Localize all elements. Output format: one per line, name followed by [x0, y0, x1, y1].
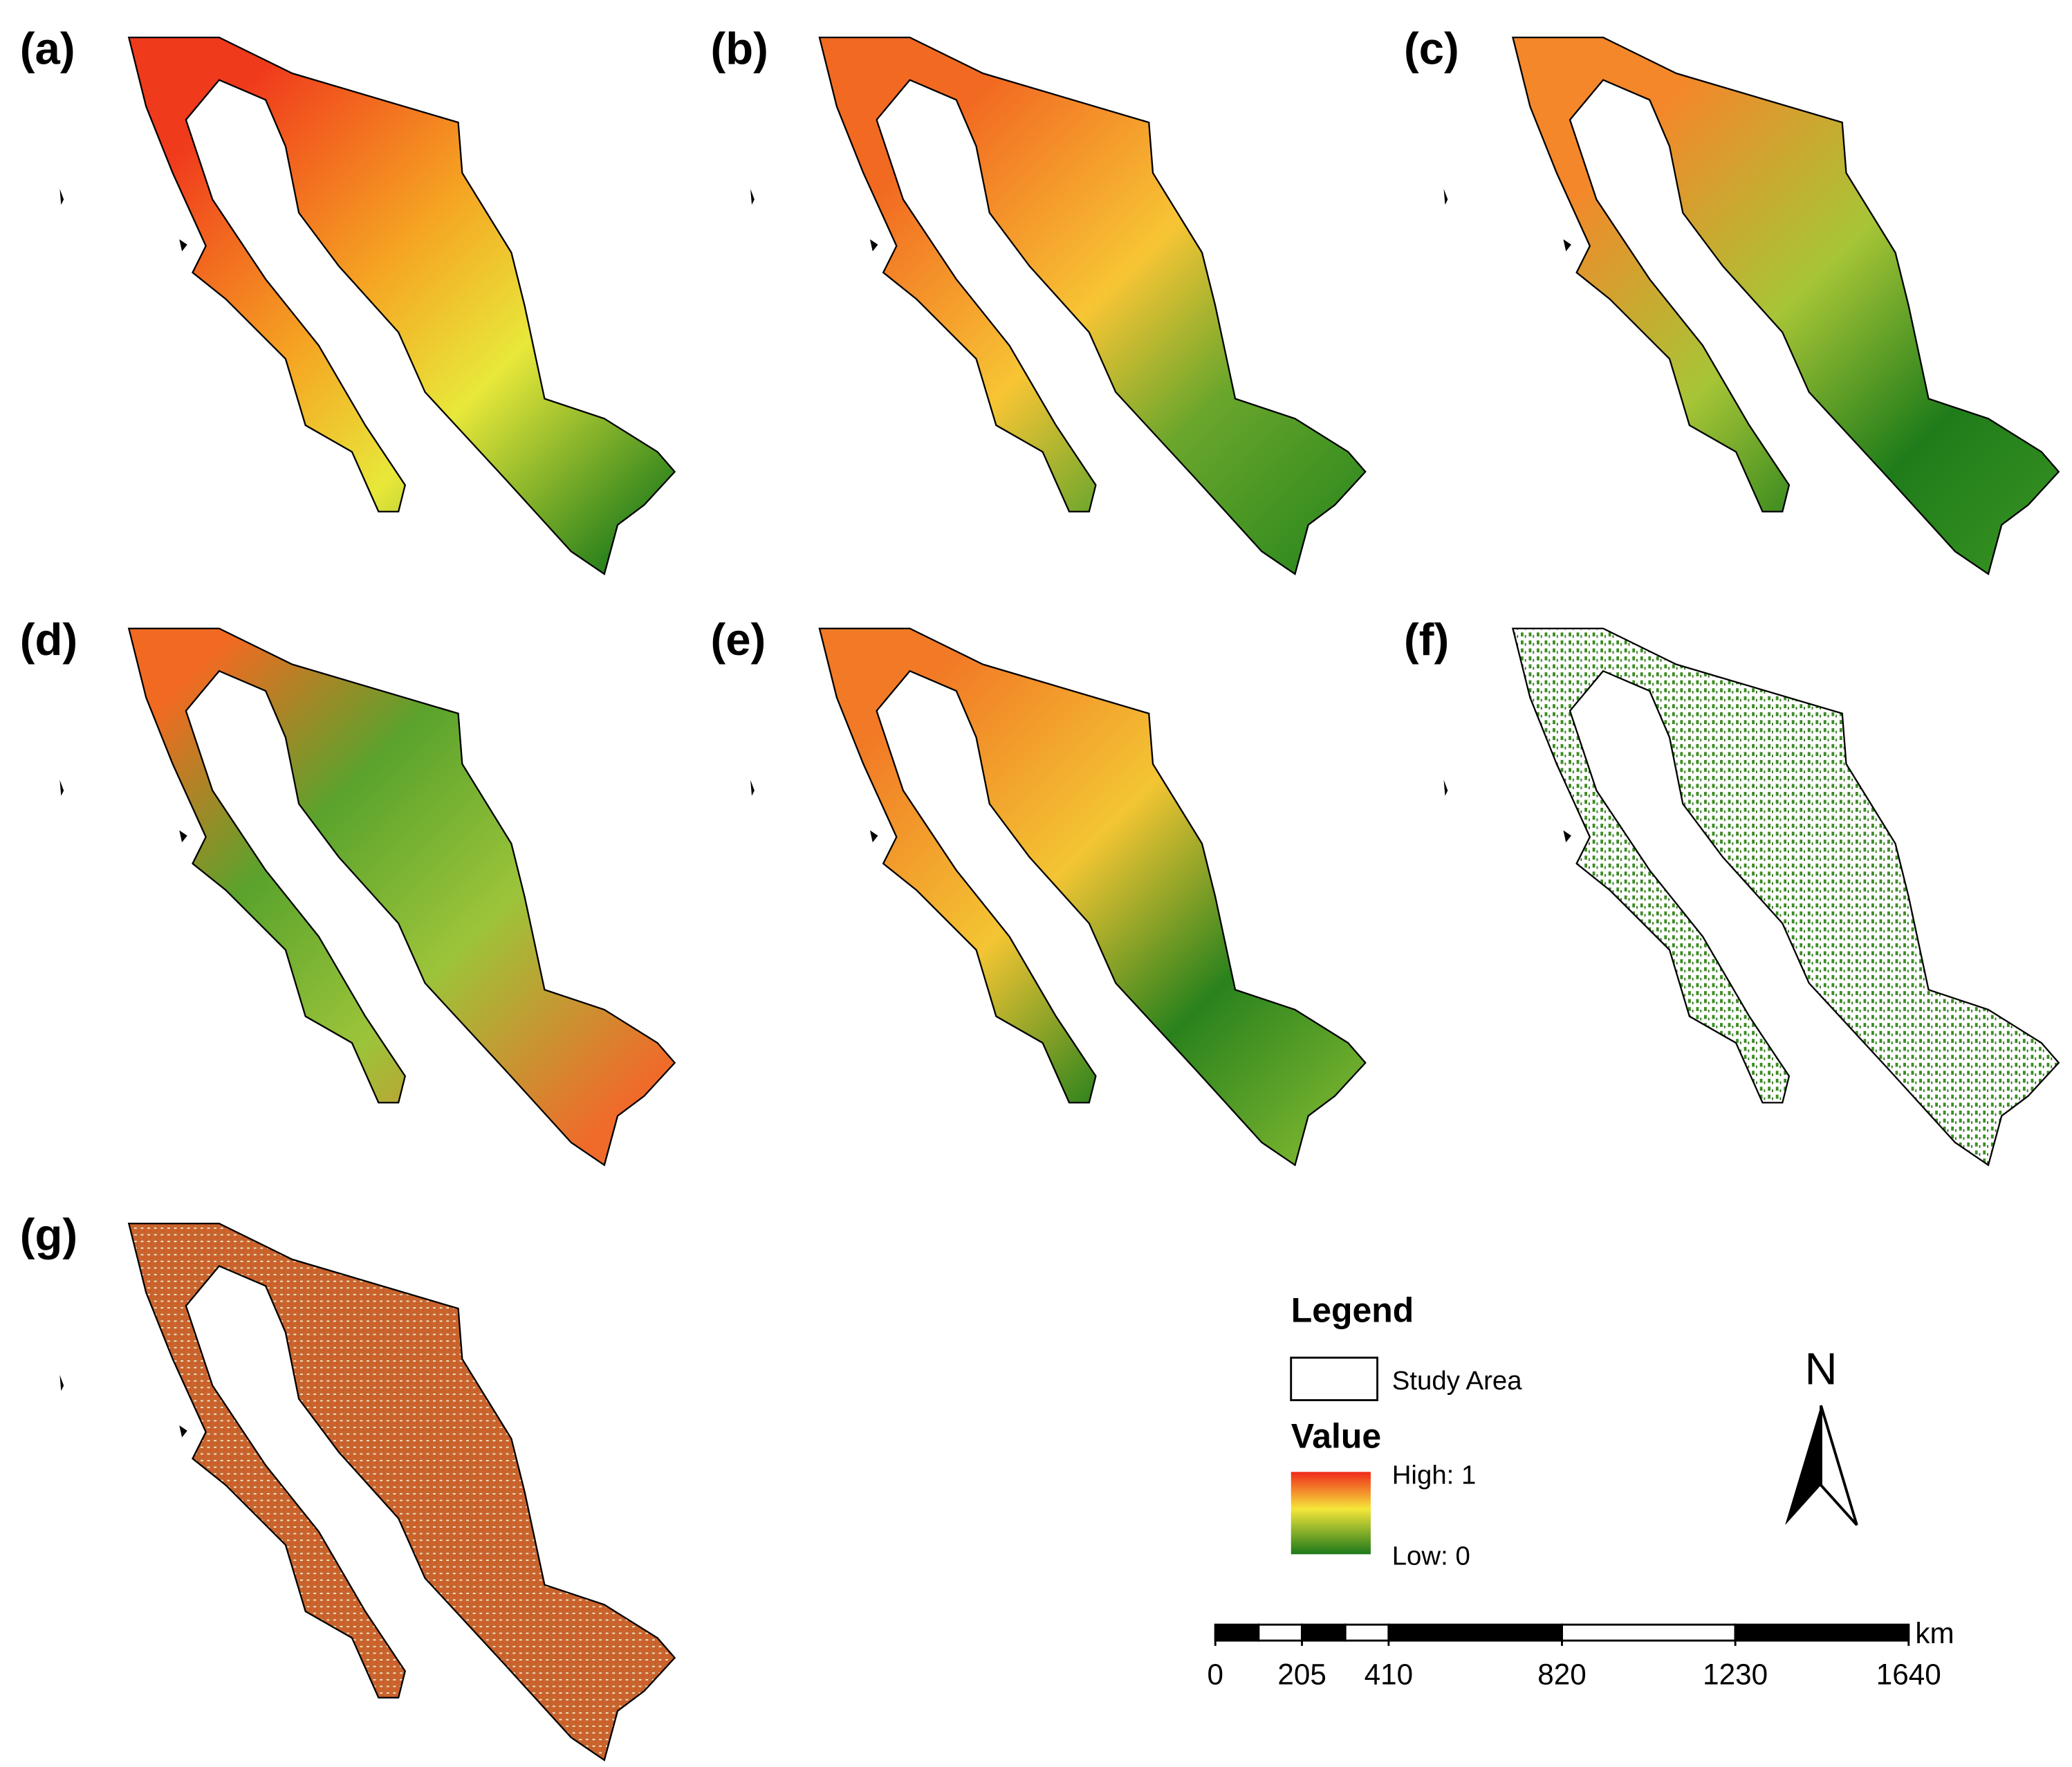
island [59, 189, 64, 205]
map-panel: (c) [1404, 24, 2060, 575]
scale-tick-label: 410 [1365, 1658, 1414, 1691]
island [1563, 830, 1571, 842]
scale-segment [1301, 1623, 1347, 1642]
island [179, 239, 187, 252]
panel-label: (b) [710, 24, 768, 74]
map-panel: (f) [1404, 614, 2060, 1166]
map-panel: (e) [710, 614, 1367, 1166]
island [179, 1425, 187, 1438]
island [750, 779, 755, 796]
study-area-label: Study Area [1392, 1366, 1523, 1396]
study-area [818, 36, 1367, 575]
panel-label: (e) [710, 614, 766, 665]
color-ramp [1291, 1472, 1371, 1555]
map-panel: (b) [710, 24, 1367, 575]
scale-segment [1344, 1623, 1390, 1642]
island [750, 189, 755, 205]
scale-segment [1257, 1623, 1304, 1642]
island [1443, 189, 1448, 205]
north-label: N [1804, 1344, 1837, 1394]
island [869, 239, 878, 252]
legend-title: Legend [1291, 1290, 1414, 1329]
study-area [1512, 627, 2060, 1166]
map-panel: (a) [20, 24, 676, 575]
island [59, 1375, 64, 1391]
scale-tick-label: 1640 [1876, 1658, 1941, 1691]
scale-bar: 0 205 410 820 1230 1640 km [1208, 1617, 1954, 1691]
value-title: Value [1291, 1417, 1381, 1456]
north-arrow: N [1785, 1344, 1858, 1526]
arrow-left [1785, 1405, 1822, 1526]
scale-tick-label: 1230 [1703, 1658, 1768, 1691]
panel-label: (g) [20, 1210, 77, 1260]
arrow-right [1820, 1405, 1858, 1526]
scale-segment [1561, 1623, 1737, 1642]
high-label: High: 1 [1392, 1461, 1477, 1490]
island [1563, 239, 1571, 252]
map-panel: (d) [20, 614, 676, 1166]
scale-segment [1214, 1623, 1260, 1642]
study-area [818, 627, 1367, 1166]
panel-label: (d) [20, 614, 77, 665]
study-area [1512, 36, 2060, 575]
map-panel: (g) [20, 1210, 676, 1761]
scale-tick-label: 820 [1537, 1658, 1587, 1691]
study-area [128, 36, 676, 575]
panel-label: (a) [20, 24, 75, 74]
panels: (a) (b) (c) (d) (e) (f) (g) [20, 24, 2060, 1761]
island [1443, 779, 1448, 796]
study-area-swatch [1290, 1356, 1379, 1402]
island [869, 830, 878, 842]
scale-unit: km [1915, 1617, 1954, 1649]
study-area [128, 627, 676, 1166]
legend: Legend Study Area Value High: 1 Low: 0 [1290, 1290, 1523, 1571]
low-label: Low: 0 [1392, 1542, 1470, 1571]
panel-label: (f) [1404, 614, 1449, 665]
panel-label: (c) [1404, 24, 1459, 74]
scale-tick-label: 205 [1277, 1658, 1326, 1691]
island [59, 779, 64, 796]
scale-segment [1734, 1623, 1910, 1642]
scale-segment [1387, 1623, 1563, 1642]
study-area [128, 1222, 676, 1761]
island [179, 830, 187, 842]
scale-tick-label: 0 [1208, 1658, 1224, 1691]
